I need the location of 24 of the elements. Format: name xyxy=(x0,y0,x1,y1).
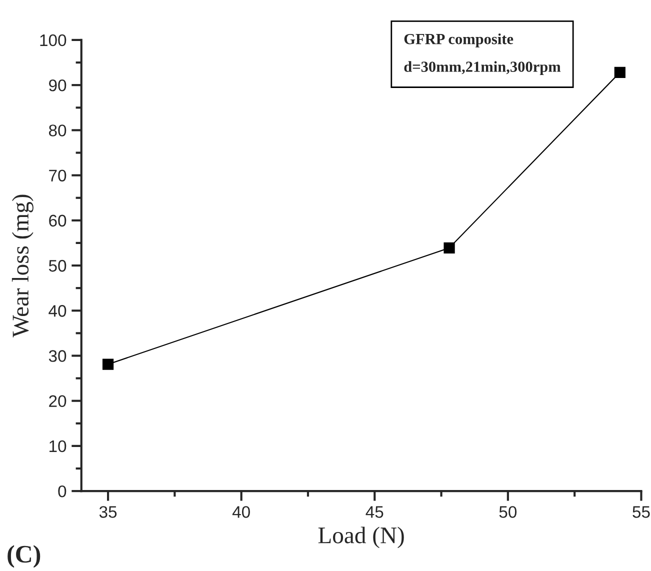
y-tick-label: 70 xyxy=(49,170,66,182)
point xyxy=(102,358,114,370)
y-tick-label: 40 xyxy=(48,305,66,317)
point xyxy=(444,242,455,254)
y-tick-label: 30 xyxy=(48,350,66,362)
y-tick-label: 100 xyxy=(40,34,66,46)
x-tick-label: 50 xyxy=(499,506,517,518)
x-tick-label: 35 xyxy=(99,506,117,518)
y-tick-label: 50 xyxy=(48,260,66,272)
x-tick-label: 55 xyxy=(632,506,650,518)
y-tick-label: 60 xyxy=(49,214,66,227)
x-axis-title: Load (N) xyxy=(318,526,404,548)
text: (C) xyxy=(8,545,40,568)
y-tick-label: 10 xyxy=(50,440,66,452)
annotation: GFRP composite xyxy=(404,33,514,48)
y-tick-label: 90 xyxy=(49,79,66,92)
x-tick-label: 45 xyxy=(366,506,384,518)
y-tick-label: 0 xyxy=(58,485,66,498)
annotation: d=30mm,21min,300rpm xyxy=(404,61,561,76)
y-tick-label: 20 xyxy=(49,395,66,408)
x-tick-label: 40 xyxy=(232,506,250,518)
point xyxy=(614,66,626,78)
y-axis-title: Wear loss (mg) xyxy=(12,194,34,338)
y-tick-label: 80 xyxy=(48,124,66,136)
